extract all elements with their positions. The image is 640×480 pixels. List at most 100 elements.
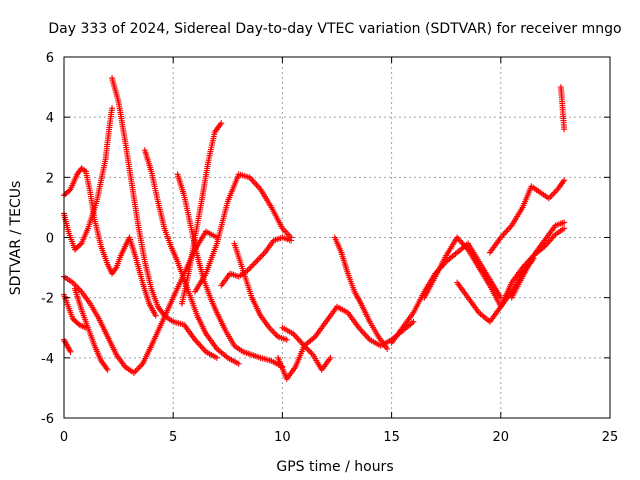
data-point <box>297 338 304 345</box>
plot-frame <box>63 56 611 419</box>
series-arc-6 <box>71 285 111 373</box>
data-point <box>456 237 463 244</box>
series-arc-8 <box>141 147 242 367</box>
series-arc-16 <box>331 234 391 352</box>
x-tick-label: 5 <box>169 430 177 445</box>
x-tick-label: 15 <box>383 430 400 445</box>
y-tick-label: 2 <box>46 171 54 186</box>
data-point <box>272 330 279 337</box>
data-point <box>505 225 512 232</box>
y-tick-label: 6 <box>46 51 54 66</box>
data-point <box>136 363 143 370</box>
series-arc-4 <box>61 336 74 355</box>
data-point <box>256 255 263 262</box>
data-point <box>358 327 365 334</box>
series-arc-1 <box>61 165 159 319</box>
data-point <box>250 178 257 185</box>
data-point <box>194 339 201 346</box>
x-tick-label: 0 <box>60 430 68 445</box>
data-point <box>252 180 259 187</box>
series-arc-11 <box>192 171 295 295</box>
data-point <box>77 241 84 248</box>
data-point <box>504 226 511 233</box>
data-point <box>384 345 391 352</box>
data-point <box>267 326 274 333</box>
data-point <box>257 254 264 261</box>
data-point <box>66 187 73 194</box>
data-point <box>135 365 142 372</box>
data-point <box>561 126 568 133</box>
axis-ticks: 0 5 10 15 20 25 -6 -4 -2 0 2 4 6 <box>41 51 618 445</box>
data-point <box>458 239 465 246</box>
series-arc-20 <box>486 177 568 256</box>
x-tick-label: 20 <box>493 430 510 445</box>
x-tick-label: 25 <box>602 430 619 445</box>
data-point <box>295 336 302 343</box>
chart-title: Day 333 of 2024, Sidereal Day-to-day VTE… <box>48 21 621 37</box>
data-point <box>245 266 252 273</box>
data-point <box>67 348 74 355</box>
series-arc-15 <box>275 342 334 382</box>
y-tick-label: -6 <box>41 412 54 427</box>
series-arc-7 <box>109 75 220 361</box>
data-point <box>282 228 289 235</box>
data-point <box>283 336 290 343</box>
data-point <box>327 354 334 361</box>
data-point <box>250 261 257 268</box>
series-arc-22 <box>557 84 568 133</box>
y-tick-label: -4 <box>41 352 54 367</box>
data-point <box>248 263 255 270</box>
data-point <box>359 329 366 336</box>
x-tick-label: 10 <box>274 430 291 445</box>
data-point <box>104 366 111 373</box>
series-arc-13 <box>231 240 290 343</box>
y-tick-label: 4 <box>46 111 54 126</box>
data-point <box>304 345 311 352</box>
series-arc-10 <box>178 120 225 307</box>
y-tick-label: -2 <box>41 292 54 307</box>
data-point <box>259 252 266 259</box>
data-point <box>196 341 203 348</box>
series-arc-19 <box>454 225 568 325</box>
data-point <box>501 229 508 236</box>
data-point <box>254 183 261 190</box>
series-arc-21 <box>508 219 568 301</box>
data-point <box>270 329 277 336</box>
data-point <box>152 312 159 319</box>
data-point <box>283 229 290 236</box>
data-point <box>294 335 301 342</box>
data-point <box>362 332 369 339</box>
data-point <box>293 333 300 340</box>
data-point <box>251 260 258 267</box>
data-point <box>253 181 260 188</box>
x-axis-label: GPS time / hours <box>276 459 393 475</box>
series-arc-14 <box>279 303 417 349</box>
data-point <box>254 257 261 264</box>
data-point <box>503 228 510 235</box>
data-point <box>547 193 554 200</box>
data-point <box>247 264 254 271</box>
data-point <box>500 231 507 238</box>
series-arc-2 <box>61 105 116 253</box>
y-tick-label: 0 <box>46 232 54 247</box>
data-point <box>198 344 205 351</box>
data-point <box>561 177 568 184</box>
data-point <box>307 348 314 355</box>
data-point <box>235 360 242 367</box>
series-arc-9 <box>174 171 286 370</box>
data-point <box>561 225 568 232</box>
data-point <box>197 342 204 349</box>
data-point <box>269 327 276 334</box>
data-point <box>305 347 312 354</box>
data-point <box>288 237 295 244</box>
data-point <box>361 330 368 337</box>
data-point <box>249 177 256 184</box>
y-axis-label: SDTVAR / TECUs <box>8 181 24 296</box>
data-point <box>109 105 116 112</box>
data-point <box>213 354 220 361</box>
data-point <box>253 258 260 265</box>
data-point <box>544 240 551 247</box>
data-point <box>132 368 139 375</box>
data-point <box>71 281 78 288</box>
